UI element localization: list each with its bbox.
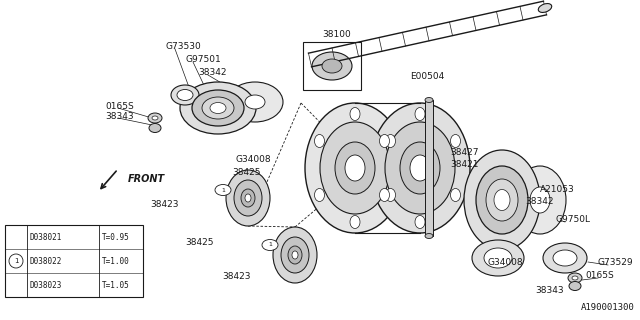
- Ellipse shape: [569, 282, 581, 291]
- Text: 0165S: 0165S: [585, 271, 614, 280]
- Text: 1: 1: [221, 188, 225, 193]
- Ellipse shape: [472, 240, 524, 276]
- Ellipse shape: [494, 189, 510, 211]
- Text: 38100: 38100: [322, 30, 351, 39]
- Ellipse shape: [241, 189, 255, 207]
- Text: D038021: D038021: [30, 233, 62, 242]
- Ellipse shape: [415, 108, 425, 121]
- Ellipse shape: [464, 150, 540, 250]
- Text: G9750L: G9750L: [555, 215, 590, 224]
- Text: 38425: 38425: [232, 168, 260, 177]
- Text: D038023: D038023: [30, 281, 62, 290]
- Ellipse shape: [305, 103, 405, 233]
- Ellipse shape: [148, 113, 162, 123]
- Ellipse shape: [273, 227, 317, 283]
- Text: T=1.05: T=1.05: [102, 281, 130, 290]
- Ellipse shape: [226, 170, 270, 226]
- Ellipse shape: [486, 179, 518, 221]
- Ellipse shape: [180, 82, 256, 134]
- Text: G34008: G34008: [235, 155, 271, 164]
- Ellipse shape: [262, 239, 278, 251]
- Ellipse shape: [568, 273, 582, 283]
- Text: 38423: 38423: [222, 272, 250, 281]
- Text: G73529: G73529: [597, 258, 632, 267]
- Text: G97501: G97501: [185, 55, 221, 64]
- Ellipse shape: [335, 142, 375, 194]
- Ellipse shape: [410, 155, 430, 181]
- Ellipse shape: [177, 90, 193, 100]
- Ellipse shape: [370, 103, 470, 233]
- Ellipse shape: [192, 90, 244, 126]
- Ellipse shape: [292, 251, 298, 259]
- Ellipse shape: [152, 116, 158, 120]
- Ellipse shape: [385, 188, 396, 202]
- Text: 1: 1: [268, 243, 272, 247]
- Text: 38342: 38342: [525, 197, 554, 206]
- Ellipse shape: [530, 187, 550, 213]
- Text: T=0.95: T=0.95: [102, 233, 130, 242]
- Ellipse shape: [425, 98, 433, 102]
- Ellipse shape: [345, 155, 365, 181]
- Text: FRONT: FRONT: [128, 174, 165, 184]
- Ellipse shape: [314, 134, 324, 148]
- Ellipse shape: [514, 166, 566, 234]
- Ellipse shape: [380, 134, 390, 148]
- Ellipse shape: [215, 185, 231, 196]
- Ellipse shape: [171, 85, 199, 105]
- Bar: [303, 42, 361, 90]
- Ellipse shape: [400, 142, 440, 194]
- Ellipse shape: [385, 134, 396, 148]
- Ellipse shape: [314, 188, 324, 202]
- Ellipse shape: [451, 134, 461, 148]
- Bar: [5, 225, 143, 297]
- Ellipse shape: [553, 250, 577, 266]
- Ellipse shape: [210, 102, 226, 114]
- Text: A190001300: A190001300: [581, 303, 635, 312]
- Circle shape: [9, 254, 23, 268]
- Bar: [425, 100, 433, 236]
- Ellipse shape: [149, 124, 161, 132]
- Text: 0165S: 0165S: [105, 102, 134, 111]
- Text: 38425: 38425: [185, 238, 214, 247]
- Text: 38423: 38423: [150, 200, 179, 209]
- Text: 38427: 38427: [450, 148, 479, 157]
- Ellipse shape: [476, 166, 528, 234]
- Ellipse shape: [572, 276, 578, 280]
- Text: D038022: D038022: [30, 257, 62, 266]
- Ellipse shape: [312, 52, 352, 80]
- Text: G34008: G34008: [488, 258, 524, 267]
- Ellipse shape: [415, 215, 425, 228]
- Text: 38343: 38343: [105, 112, 134, 121]
- Ellipse shape: [538, 4, 552, 12]
- Ellipse shape: [543, 243, 587, 273]
- Ellipse shape: [320, 122, 390, 214]
- Text: A21053: A21053: [540, 185, 575, 194]
- Ellipse shape: [245, 194, 251, 202]
- Text: G73530: G73530: [165, 42, 201, 51]
- Ellipse shape: [350, 215, 360, 228]
- Text: T=1.00: T=1.00: [102, 257, 130, 266]
- Ellipse shape: [484, 248, 512, 268]
- Ellipse shape: [451, 188, 461, 202]
- Ellipse shape: [245, 95, 265, 109]
- Ellipse shape: [234, 180, 262, 216]
- Ellipse shape: [380, 188, 390, 202]
- Ellipse shape: [350, 108, 360, 121]
- Ellipse shape: [385, 122, 455, 214]
- Ellipse shape: [281, 237, 309, 273]
- Text: 1: 1: [13, 258, 19, 264]
- Ellipse shape: [288, 246, 302, 264]
- Ellipse shape: [322, 59, 342, 73]
- Ellipse shape: [227, 82, 283, 122]
- Text: 38421: 38421: [450, 160, 479, 169]
- Ellipse shape: [202, 97, 234, 119]
- Text: E00504: E00504: [410, 72, 444, 81]
- Text: 38343: 38343: [535, 286, 564, 295]
- Text: 38342: 38342: [198, 68, 227, 77]
- Ellipse shape: [425, 234, 433, 238]
